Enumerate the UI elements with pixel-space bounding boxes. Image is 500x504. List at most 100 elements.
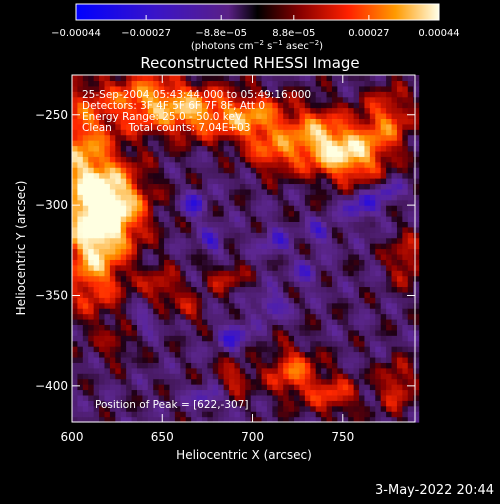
heatmap-cell (207, 205, 214, 212)
heatmap-cell (147, 232, 154, 239)
heatmap-cell (158, 297, 165, 304)
heatmap-cell (375, 329, 382, 336)
heatmap-cell (299, 232, 306, 239)
heatmap-cell (413, 194, 420, 201)
heatmap-cell (120, 156, 127, 163)
heatmap-cell (174, 384, 181, 391)
heatmap-cell (115, 96, 122, 103)
heatmap-cell (99, 264, 106, 271)
heatmap-cell (191, 134, 198, 141)
heatmap-cell (120, 308, 127, 315)
heatmap-cell (245, 183, 252, 190)
heatmap-cell (93, 140, 100, 147)
heatmap-cell (299, 243, 306, 250)
heatmap-cell (88, 378, 95, 385)
heatmap-cell (115, 297, 122, 304)
heatmap-cell (229, 340, 236, 347)
heatmap-cell (407, 313, 414, 320)
heatmap-cell (266, 96, 273, 103)
heatmap-cell (72, 107, 79, 114)
heatmap-cell (77, 297, 84, 304)
heatmap-cell (142, 281, 149, 288)
heatmap-cell (218, 411, 225, 418)
heatmap-cell (185, 91, 192, 98)
heatmap-cell (115, 400, 122, 407)
heatmap-cell (72, 367, 79, 374)
heatmap-cell (283, 270, 290, 277)
heatmap-cell (315, 384, 322, 391)
heatmap-cell (72, 75, 79, 82)
heatmap-cell (229, 107, 236, 114)
heatmap-cell (272, 199, 279, 206)
heatmap-cell (266, 91, 273, 98)
heatmap-cell (375, 75, 382, 82)
heatmap-cell (277, 161, 284, 168)
heatmap-cell (147, 96, 154, 103)
heatmap-cell (120, 264, 127, 271)
heatmap-cell (364, 167, 371, 174)
heatmap-cell (348, 318, 355, 325)
heatmap-cell (120, 75, 127, 82)
heatmap-cell (288, 394, 295, 401)
heatmap-cell (201, 308, 208, 315)
heatmap-cell (326, 302, 333, 309)
heatmap-cell (147, 199, 154, 206)
heatmap-cell (337, 150, 344, 157)
heatmap-cell (93, 340, 100, 347)
heatmap-cell (331, 129, 338, 136)
heatmap-cell (99, 270, 106, 277)
heatmap-cell (396, 275, 403, 282)
heatmap-cell (277, 123, 284, 130)
heatmap-cell (353, 96, 360, 103)
heatmap-cell (353, 167, 360, 174)
heatmap-cell (212, 367, 219, 374)
heatmap-cell (136, 129, 144, 136)
heatmap-cell (348, 384, 355, 391)
heatmap-cell (250, 281, 257, 288)
heatmap-cell (294, 286, 301, 293)
heatmap-cell (250, 194, 257, 201)
heatmap-cell (207, 161, 214, 168)
heatmap-cell (153, 134, 160, 141)
heatmap-cell (250, 167, 257, 174)
heatmap-cell (196, 394, 203, 401)
heatmap-cell (380, 286, 387, 293)
heatmap-cell (169, 161, 176, 168)
heatmap-cell (142, 400, 149, 407)
heatmap-cell (391, 221, 398, 228)
heatmap-cell (380, 270, 387, 277)
heatmap-cell (93, 253, 100, 260)
heatmap-cell (115, 275, 122, 282)
heatmap-cell (115, 215, 122, 222)
heatmap-cell (191, 150, 198, 157)
heatmap-cell (331, 275, 338, 282)
heatmap-cell (353, 134, 360, 141)
heatmap-cell (136, 389, 144, 396)
heatmap-cell (207, 178, 214, 185)
heatmap-cell (77, 313, 84, 320)
heatmap-cell (294, 329, 301, 336)
heatmap-cell (331, 205, 338, 212)
heatmap-cell (185, 411, 192, 418)
heatmap-cell (359, 183, 366, 190)
heatmap-cell (294, 112, 301, 119)
heatmap-cell (169, 178, 176, 185)
heatmap-cell (402, 318, 409, 325)
heatmap-cell (120, 329, 127, 336)
heatmap-cell (283, 221, 290, 228)
heatmap-cell (413, 378, 420, 385)
heatmap-cell (364, 313, 371, 320)
heatmap-cell (82, 362, 89, 369)
heatmap-cell (131, 112, 138, 119)
heatmap-cell (342, 373, 349, 380)
heatmap-cell (191, 112, 198, 119)
heatmap-cell (304, 221, 311, 228)
heatmap-cell (185, 140, 192, 147)
y-tick-label: −300 (35, 198, 68, 212)
heatmap-cell (245, 367, 252, 374)
heatmap-cell (229, 324, 236, 331)
heatmap-cell (342, 324, 349, 331)
heatmap-cell (375, 340, 382, 347)
heatmap-cell (326, 91, 333, 98)
heatmap-cell (191, 85, 198, 92)
